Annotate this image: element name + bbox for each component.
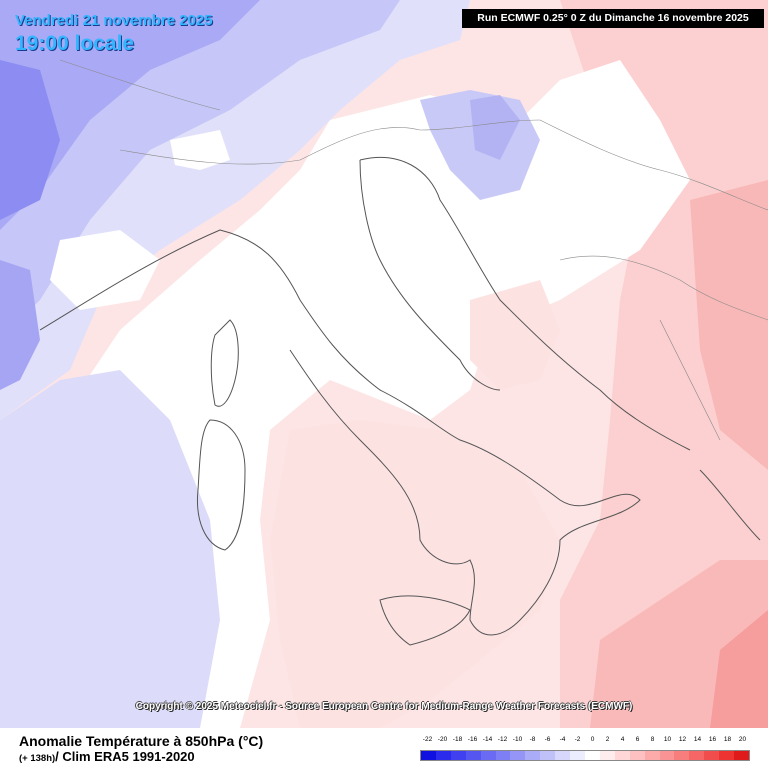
adriatic-east-coast: [359, 156, 691, 451]
cold-zone-core-2: [0, 260, 40, 390]
legend-swatch: [629, 751, 645, 760]
legend-label: -20: [437, 736, 448, 743]
legend-label: -8: [529, 736, 536, 743]
white-patch-france: [50, 230, 160, 310]
map-subtitle: (+ 138h)/ Clim ERA5 1991-2020: [19, 749, 195, 764]
legend-swatch: [421, 751, 436, 760]
coastlines: [39, 156, 761, 646]
legend-label: -22: [422, 736, 433, 743]
legend-swatch: [719, 751, 735, 760]
legend-labels: -22 -20 -18 -16 -14 -12 -10 -8 -6 -4 -2 0 2 4 6 8 10 12 14…: [415, 736, 746, 746]
legend-swatch: [480, 751, 496, 760]
model-run-label: Run ECMWF 0.25° 0 Z du Dimanche 16 novem…: [462, 9, 764, 28]
corsica-coast: [210, 319, 239, 407]
cold-zone-west: [0, 370, 220, 728]
alpine-border: [119, 119, 541, 165]
balkan-border: [559, 255, 768, 321]
legend-swatch: [674, 751, 690, 760]
legend-swatch: [644, 751, 660, 760]
sicily-coast: [379, 595, 471, 646]
legend-label: 10: [663, 736, 672, 743]
legend-swatch: [599, 751, 615, 760]
sardinia-coast: [196, 419, 246, 551]
legend-label: 0: [590, 736, 595, 743]
legend-swatch: [614, 751, 630, 760]
legend-label: 6: [635, 736, 640, 743]
color-legend: -22 -20 -18 -16 -14 -12 -10 -8 -6 -4 -2 0 2 4 6 8 10 12 14…: [415, 736, 750, 766]
legend-label: 14: [693, 736, 702, 743]
danube-border: [539, 119, 768, 211]
legend-label: 2: [605, 736, 610, 743]
legend-label: 8: [650, 736, 655, 743]
legend-swatch: [495, 751, 511, 760]
map-canvas: [0, 0, 768, 728]
legend-swatch: [555, 751, 571, 760]
legend-label: -12: [497, 736, 508, 743]
cold-zone-core: [0, 60, 60, 220]
warm-zone-south-italy: [270, 420, 560, 728]
legend-label: 16: [708, 736, 717, 743]
legend-swatch: [704, 751, 720, 760]
warm-zone-adriatic: [470, 280, 560, 390]
copyright-notice: Copyright © 2025 Meteociel.fr - Source E…: [135, 701, 633, 712]
legend-label: 4: [620, 736, 625, 743]
legend-label: -10: [512, 736, 523, 743]
north-border: [59, 59, 221, 111]
legend-label: -18: [452, 736, 463, 743]
greece-coast: [699, 469, 761, 541]
legend-swatch: [659, 751, 675, 760]
legend-label: -6: [544, 736, 551, 743]
legend-label: 12: [678, 736, 687, 743]
legend-bar: [420, 750, 750, 761]
warm-zone-balkans: [690, 180, 768, 470]
adriatic-west-coast: [359, 159, 501, 391]
borders: [59, 59, 768, 441]
cold-zone-slovenia: [470, 95, 520, 160]
legend-label: -14: [482, 736, 493, 743]
legend-label: -2: [574, 736, 581, 743]
legend-swatch: [584, 751, 600, 760]
forecast-time: 19:00 locale: [15, 32, 135, 55]
legend-swatch: [450, 751, 466, 760]
legend-label: 20: [738, 736, 747, 743]
climatology-label: / Clim ERA5 1991-2020: [55, 749, 195, 764]
map-title: Anomalie Température à 850hPa (°C): [19, 733, 264, 749]
legend-swatch: [570, 751, 585, 760]
lead-time: (+ 138h): [19, 753, 56, 764]
forecast-date: Vendredi 21 novembre 2025: [15, 12, 213, 29]
legend-swatch: [435, 751, 451, 760]
italy-coast: [39, 229, 641, 636]
anomaly-map: Vendredi 21 novembre 2025 19:00 locale R…: [0, 0, 768, 728]
legend-swatch: [689, 751, 705, 760]
legend-swatch: [734, 751, 749, 760]
map-footer: Anomalie Température à 850hPa (°C) (+ 13…: [0, 728, 768, 768]
warm-zone-corner: [710, 610, 768, 728]
legend-swatch: [540, 751, 556, 760]
legend-swatch: [525, 751, 541, 760]
legend-label: 18: [723, 736, 732, 743]
legend-swatch: [510, 751, 526, 760]
warm-zone-east: [560, 0, 768, 728]
legend-label: -16: [467, 736, 478, 743]
legend-swatch: [465, 751, 481, 760]
legend-label: -4: [559, 736, 566, 743]
albania-border: [659, 319, 721, 441]
cold-zone-strong: [0, 0, 260, 230]
